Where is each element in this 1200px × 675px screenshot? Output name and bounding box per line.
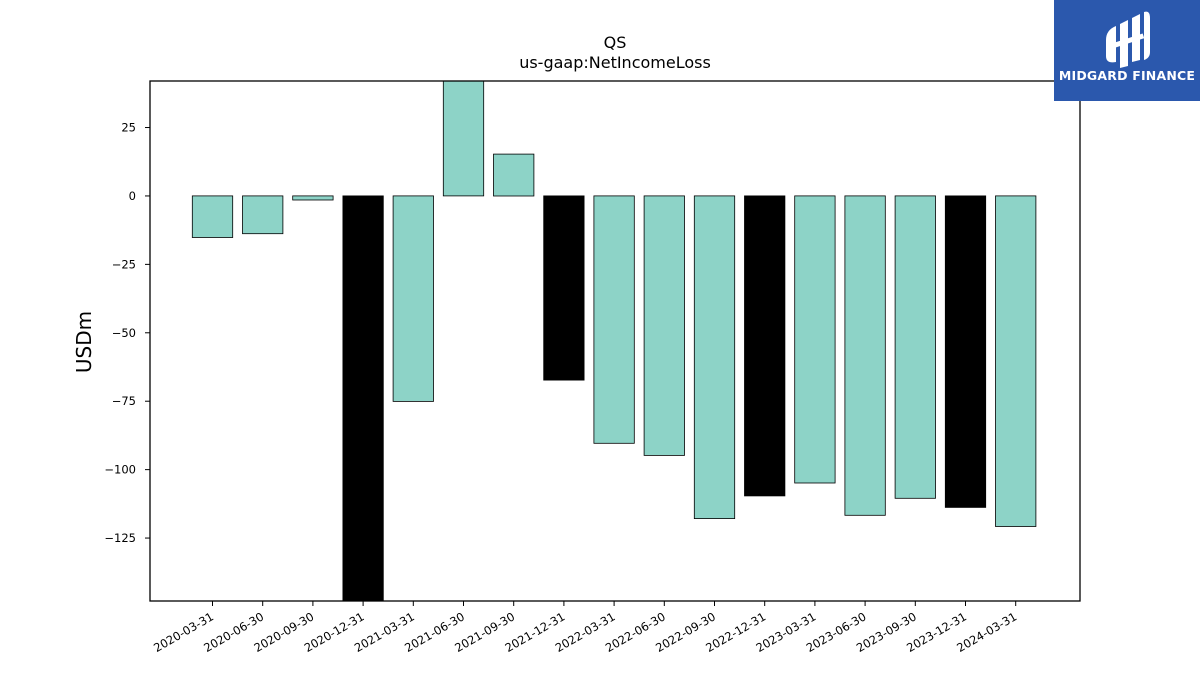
y-axis-ticks: 25 0 −25 −50 −75 −100 −125 [104,121,150,545]
bar-2023-06-30 [844,195,886,516]
chart-title: QS [604,33,627,52]
bar-2023-12-31 [944,195,987,508]
y-tick-label: 25 [121,121,136,135]
bar-2022-03-31 [593,195,635,444]
bar-2021-09-30 [493,153,535,197]
bar-2020-09-30 [292,195,334,201]
y-tick-label: −75 [112,394,136,408]
logo-text: MIDGARD FINANCE [1058,68,1196,83]
bar-2022-12-31 [744,195,786,497]
midgard-logo-icon [1054,0,1200,101]
bar-2020-06-30 [242,195,284,235]
y-tick-label: −125 [104,531,136,545]
bar-2021-03-31 [392,195,434,402]
y-tick-label: 0 [129,189,136,203]
midgard-finance-logo: MIDGARD FINANCE [1054,0,1200,101]
bar-2022-09-30 [693,195,736,520]
chart-subtitle: us-gaap:NetIncomeLoss [519,53,711,72]
bar-2024-03-31 [995,195,1037,527]
bar-2020-03-31 [191,195,234,238]
y-tick-label: −100 [104,463,136,477]
bar-2020-12-31 [342,195,384,602]
bar-2023-03-31 [794,195,836,484]
y-tick-label: −25 [112,257,136,271]
plot-frame [149,80,1081,602]
bar-2022-06-30 [643,195,685,456]
bar-2021-06-30 [442,80,485,197]
x-axis-ticks: 2020-03-312020-06-302020-09-302020-12-31… [151,601,1019,655]
bar-2021-12-31 [543,195,585,381]
y-tick-label: −50 [112,326,136,340]
bar-2023-09-30 [894,195,936,499]
bars [191,80,1037,602]
y-axis-label: USDm [72,311,96,373]
